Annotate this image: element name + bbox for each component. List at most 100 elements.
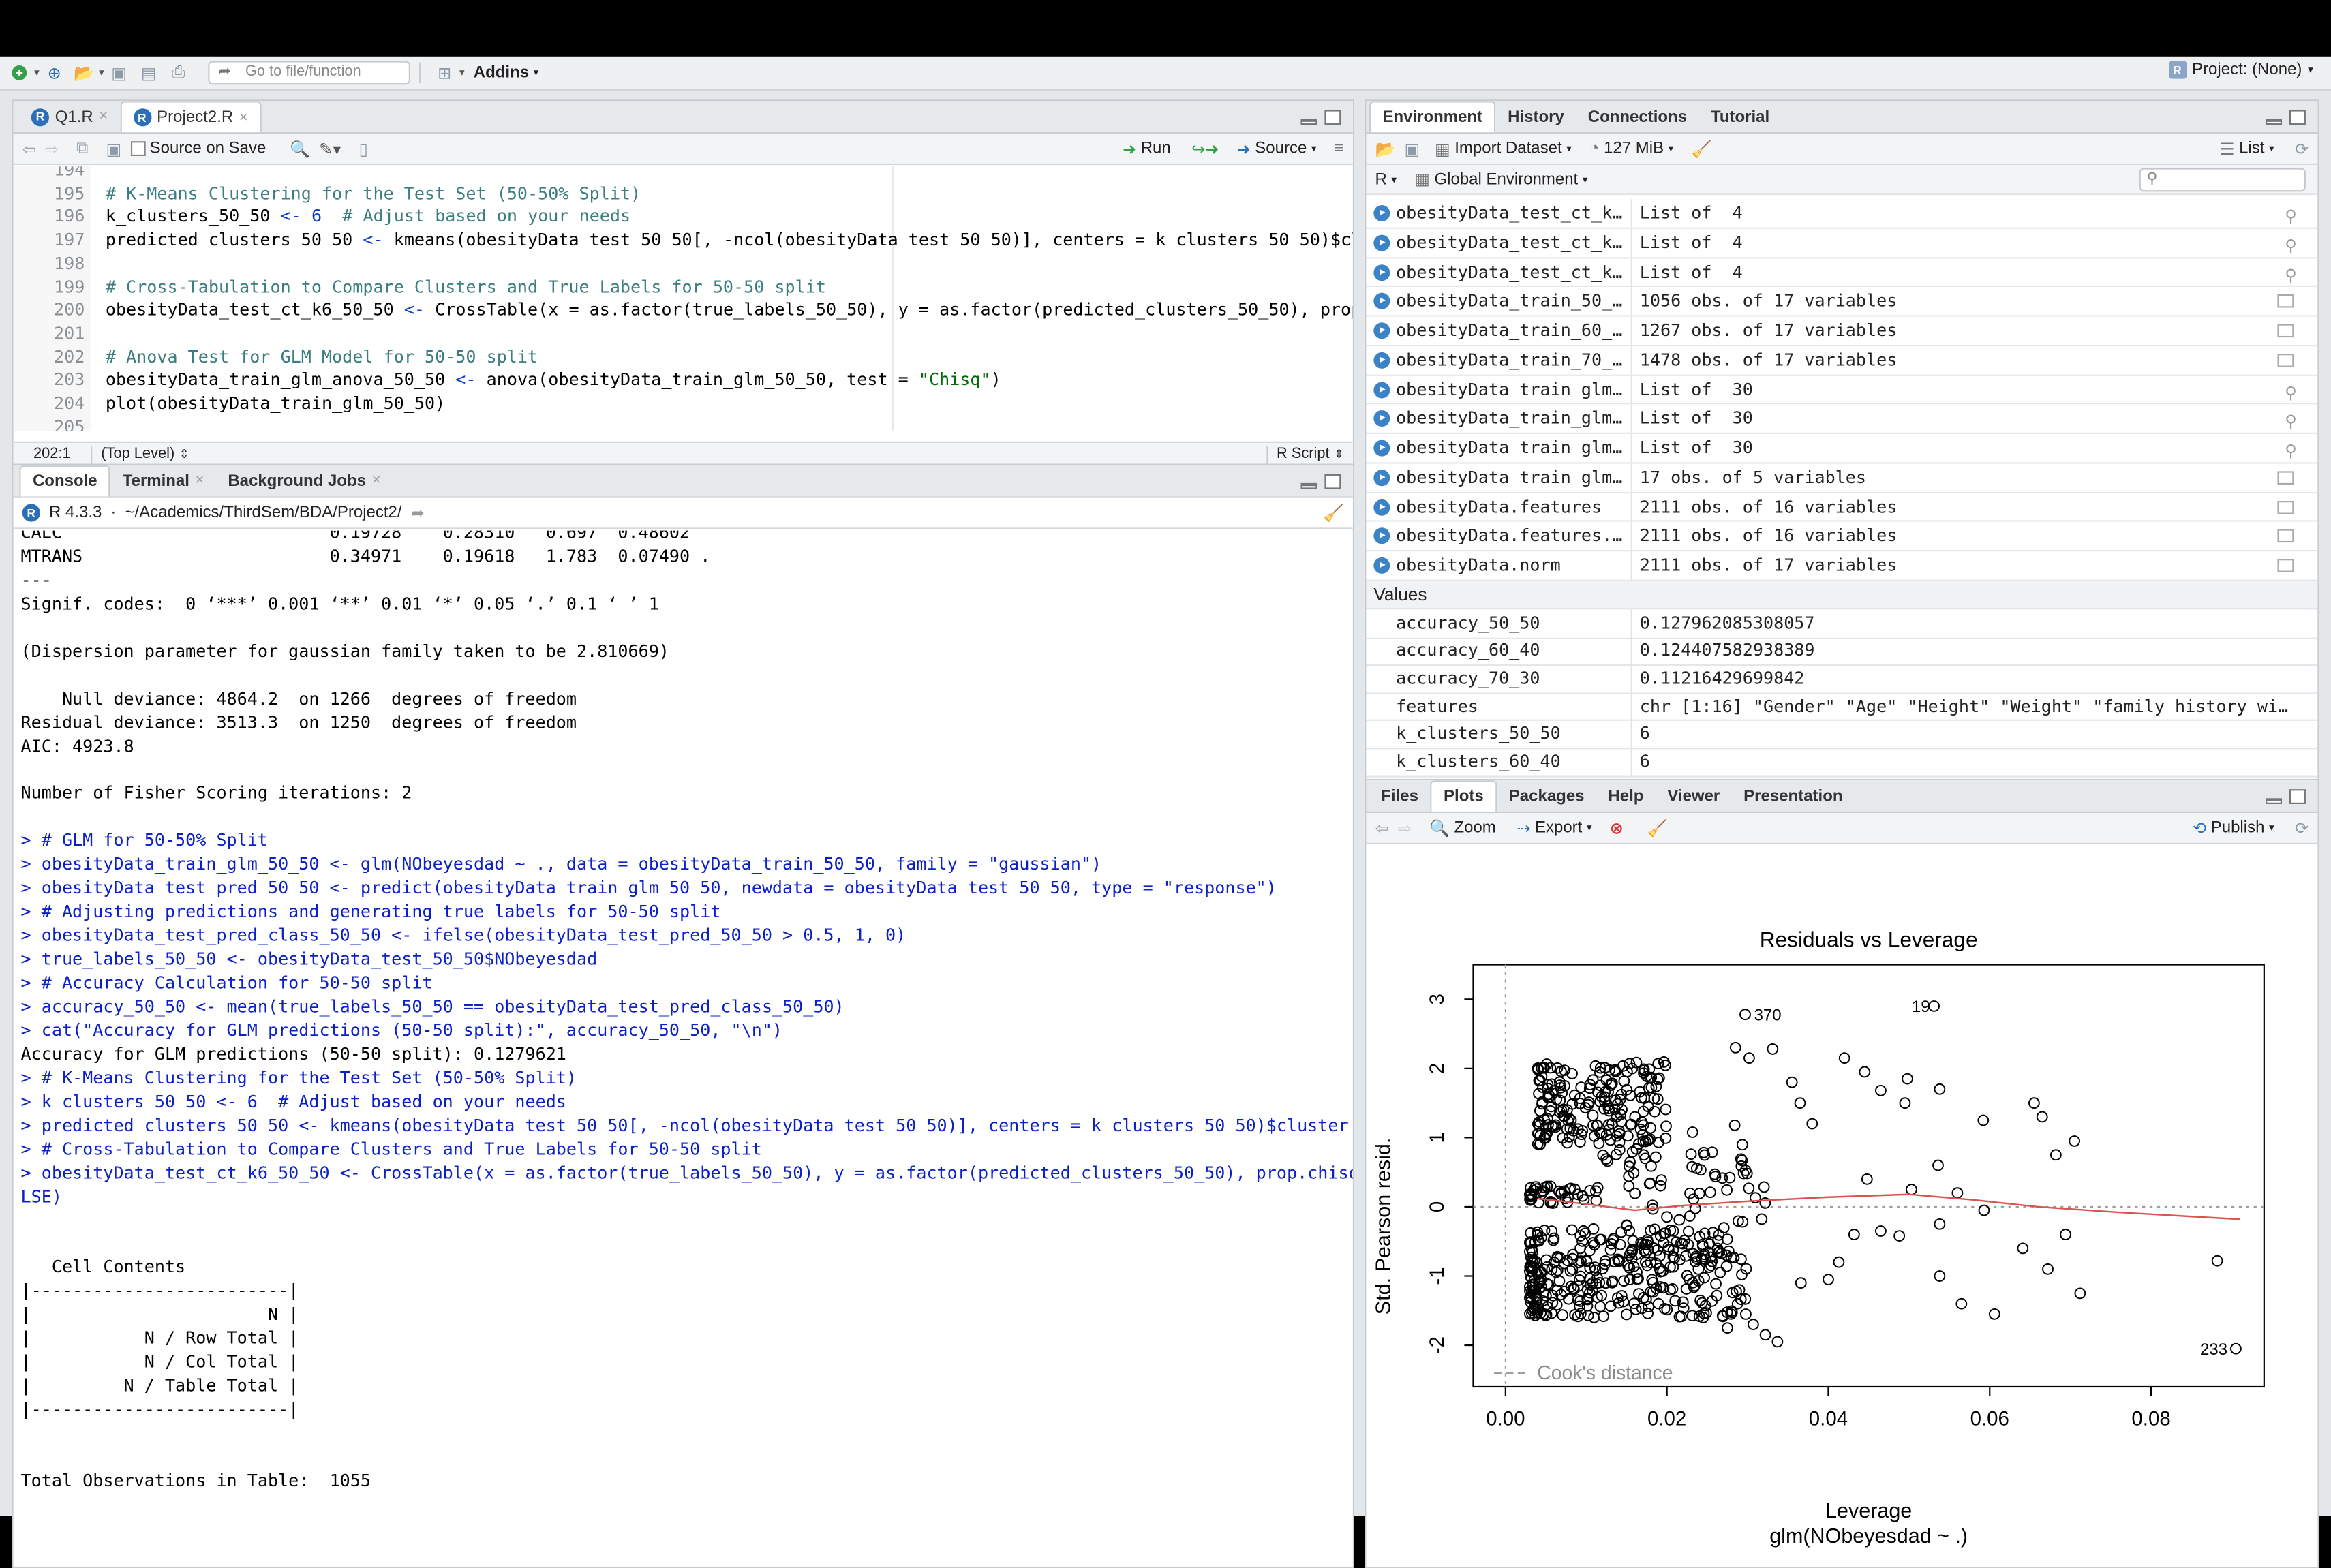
environment-data-row[interactable]: obesityData_test_ct_k6_50_50 List of 4 ⚲: [1366, 199, 2318, 229]
new-file-icon[interactable]: +: [9, 63, 30, 84]
tab-files[interactable]: Files: [1369, 780, 1431, 812]
compile-report-icon[interactable]: ▯: [359, 140, 368, 159]
console-output[interactable]: CALC 0.19728 0.28310 0.697 0.48602 MTRAN…: [14, 531, 1353, 1567]
tab-packages[interactable]: Packages: [1497, 780, 1596, 812]
code-area[interactable]: 194 195 # K-Means Clustering for the Test …: [13, 166, 1353, 431]
save-icon[interactable]: ▣: [111, 64, 127, 83]
save-workspace-icon[interactable]: ▣: [1404, 140, 1420, 159]
view-object-icon[interactable]: ⚲: [2285, 236, 2297, 256]
new-project-icon[interactable]: ⊕: [47, 64, 61, 83]
environment-data-row[interactable]: obesityData.features 2111 obs. of 16 vari…: [1366, 493, 2318, 523]
view-table-icon[interactable]: [2277, 499, 2294, 514]
editor-tab-q1[interactable]: R Q1.R ×: [19, 101, 119, 132]
view-mode-selector[interactable]: ☰ List ▾: [2220, 139, 2274, 158]
clear-plots-icon[interactable]: 🧹: [1647, 819, 1668, 838]
view-object-icon[interactable]: ⚲: [2285, 265, 2297, 285]
goto-directory-icon[interactable]: ➦: [410, 504, 425, 523]
expand-icon[interactable]: [1373, 498, 1390, 515]
environment-value-row[interactable]: k_clusters_60_40 6: [1366, 747, 2318, 777]
view-table-icon[interactable]: [2277, 324, 2294, 338]
environment-value-row[interactable]: accuracy_60_40 0.124407582938389: [1366, 636, 2318, 666]
clear-console-icon[interactable]: 🧹: [1323, 504, 1344, 523]
tab-connections[interactable]: Connections: [1576, 101, 1698, 132]
view-table-icon[interactable]: [2277, 294, 2294, 309]
open-recent-dropdown-icon[interactable]: ▾: [99, 68, 104, 79]
expand-icon[interactable]: [1373, 234, 1390, 251]
environment-data-row[interactable]: obesityData_train_glm_60_40 List of 30 ⚲: [1366, 404, 2318, 434]
import-dataset-button[interactable]: ▦ Import Dataset ▾: [1435, 139, 1572, 158]
tab-console[interactable]: Console: [19, 465, 111, 497]
file-type-selector[interactable]: R Script ⇕: [1277, 446, 1344, 462]
load-workspace-icon[interactable]: 📂: [1375, 140, 1396, 159]
environment-data-row[interactable]: obesityData_train_50_50 1056 obs. of 17 v…: [1366, 287, 2318, 317]
environment-value-row[interactable]: features chr [1:16] "Gender" "Age" "Heigh…: [1366, 692, 2318, 722]
environment-value-row[interactable]: accuracy_50_50 0.127962085308057: [1366, 609, 2318, 639]
expand-icon[interactable]: [1373, 352, 1390, 369]
tab-help[interactable]: Help: [1596, 780, 1656, 812]
environment-scope-selector[interactable]: ▦ Global Environment ▾: [1414, 170, 1587, 189]
document-outline-icon[interactable]: ≡: [1334, 140, 1344, 158]
expand-icon[interactable]: [1373, 410, 1390, 427]
view-object-icon[interactable]: ⚲: [2285, 412, 2297, 432]
environment-data-row[interactable]: obesityData_train_70_30 1478 obs. of 17 v…: [1366, 345, 2318, 375]
expand-icon[interactable]: [1373, 204, 1390, 221]
code-line[interactable]: plot(obesityData_train_glm_50_50): [105, 392, 446, 414]
tab-background-jobs[interactable]: Background Jobs ×: [216, 465, 393, 497]
environment-data-row[interactable]: obesityData.features.norm 2111 obs. of 16…: [1366, 522, 2318, 552]
view-table-icon[interactable]: [2277, 470, 2294, 485]
environment-data-row[interactable]: obesityData_train_glm_anova_50_50 17 obs.…: [1366, 463, 2318, 493]
maximize-icon[interactable]: [1324, 474, 1341, 489]
working-directory[interactable]: ~/Academics/ThirdSem/BDA/Project2/: [125, 504, 402, 522]
refresh-icon[interactable]: ⟳: [2295, 819, 2309, 838]
environment-data-row[interactable]: obesityData_test_ct_k6_60_40 List of 4 ⚲: [1366, 228, 2318, 258]
view-table-icon[interactable]: [2277, 559, 2294, 572]
view-table-icon[interactable]: [2277, 353, 2294, 367]
previous-plot-icon[interactable]: ⇦: [1375, 819, 1389, 838]
zoom-button[interactable]: 🔍 Zoom: [1429, 818, 1496, 837]
view-object-icon[interactable]: ⚲: [2285, 441, 2297, 461]
code-line[interactable]: obesityData_test_ct_k6_50_50 <- CrossTab…: [105, 298, 1353, 320]
clear-objects-icon[interactable]: 🧹: [1691, 140, 1712, 159]
code-line[interactable]: # K-Means Clustering for the Test Set (5…: [105, 182, 641, 204]
view-table-icon[interactable]: [2277, 529, 2294, 543]
language-selector[interactable]: R ▾: [1375, 170, 1397, 188]
environment-data-row[interactable]: obesityData.norm 2111 obs. of 17 variable…: [1366, 551, 2318, 581]
close-icon[interactable]: ×: [371, 472, 381, 489]
pane-layout-dropdown-icon[interactable]: ▾: [459, 68, 465, 79]
tab-tutorial[interactable]: Tutorial: [1699, 101, 1782, 132]
tab-history[interactable]: History: [1496, 101, 1576, 132]
save-file-icon[interactable]: ▣: [106, 140, 122, 159]
addins-menu[interactable]: Addins ▾: [474, 64, 539, 82]
rerun-icon[interactable]: ↪➜: [1191, 140, 1219, 159]
source-button[interactable]: ➜ Source ▾: [1237, 139, 1317, 158]
tab-plots[interactable]: Plots: [1430, 780, 1497, 812]
project-menu[interactable]: R Project: (None) ▾: [2168, 61, 2313, 79]
view-object-icon[interactable]: ⚲: [2285, 382, 2297, 402]
expand-icon[interactable]: [1373, 469, 1390, 486]
tab-presentation[interactable]: Presentation: [1732, 780, 1855, 812]
tab-viewer[interactable]: Viewer: [1656, 780, 1732, 812]
environment-value-row[interactable]: k_clusters_50_50 6: [1366, 719, 2318, 750]
environment-data-row[interactable]: obesityData_train_glm_50_50 List of 30 ⚲: [1366, 375, 2318, 405]
expand-icon[interactable]: [1373, 557, 1390, 574]
tab-environment[interactable]: Environment: [1369, 101, 1496, 133]
tab-terminal[interactable]: Terminal ×: [110, 465, 216, 497]
minimize-icon[interactable]: [1300, 119, 1317, 125]
code-line[interactable]: predicted_clusters_50_50 <- kmeans(obesi…: [105, 229, 1353, 250]
memory-usage-button[interactable]: ◔ 127 MiB ▾: [1589, 140, 1673, 157]
refresh-icon[interactable]: ⟳: [2295, 140, 2309, 159]
minimize-icon[interactable]: [2266, 798, 2283, 804]
maximize-icon[interactable]: [2289, 789, 2306, 804]
close-icon[interactable]: ×: [99, 108, 108, 125]
show-in-window-icon[interactable]: ⧉: [76, 138, 89, 157]
go-to-file-input[interactable]: Go to file/function: [208, 61, 411, 85]
back-arrow-icon[interactable]: ⇦: [22, 140, 36, 159]
run-button[interactable]: ➜ Run: [1123, 139, 1171, 158]
code-line[interactable]: # Cross-Tabulation to Compare Clusters a…: [105, 275, 826, 297]
maximize-icon[interactable]: [2289, 110, 2306, 125]
environment-data-row[interactable]: obesityData_test_ct_k6_70_30 List of 4 ⚲: [1366, 258, 2318, 288]
minimize-icon[interactable]: [2266, 119, 2283, 125]
close-icon[interactable]: ×: [239, 109, 248, 126]
source-on-save-toggle[interactable]: Source on Save: [130, 140, 266, 157]
expand-icon[interactable]: [1373, 381, 1390, 398]
